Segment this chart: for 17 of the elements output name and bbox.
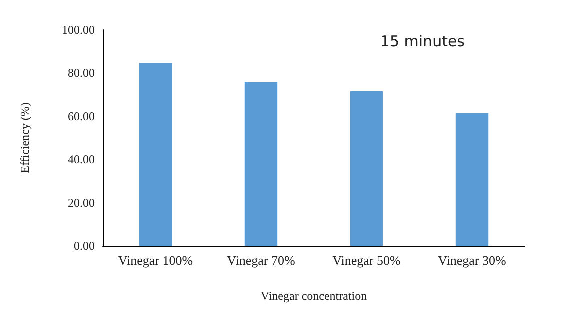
x-axis-title: Vinegar concentration <box>260 289 368 303</box>
annotation: 15 minutes <box>380 32 466 50</box>
y-tick-label: 40.00 <box>68 152 95 167</box>
y-tick-label: 20.00 <box>68 196 95 210</box>
bar <box>139 63 172 246</box>
y-axis-title: Efficiency (%) <box>18 102 32 174</box>
y-tick-label: 60.00 <box>68 109 95 124</box>
bar <box>244 82 278 246</box>
y-tick-label: 100.00 <box>62 23 95 37</box>
x-tick-label: Vinegar 30% <box>438 253 506 268</box>
x-tick-label: Vinegar 100% <box>118 253 194 268</box>
bar <box>350 91 384 246</box>
x-tick-label: Vinegar 70% <box>227 253 296 268</box>
x-tick-label: Vinegar 50% <box>332 253 401 268</box>
y-tick-label: 80.00 <box>68 66 95 80</box>
y-tick-label: 0.00 <box>74 239 95 253</box>
bar <box>456 113 489 246</box>
